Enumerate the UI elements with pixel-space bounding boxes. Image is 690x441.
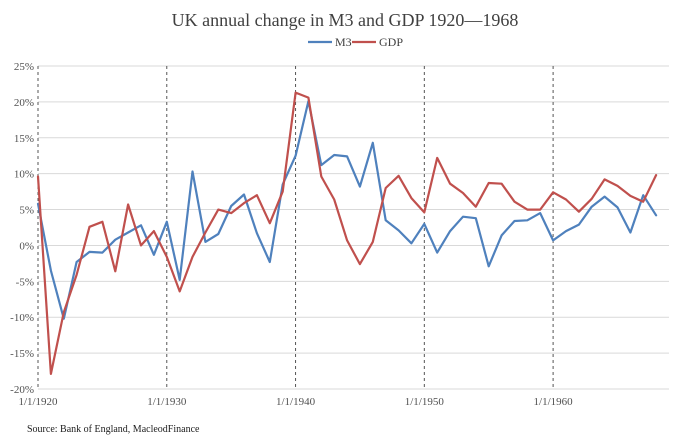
series-line-gdp: [36, 91, 658, 375]
y-tick-label: 15%: [14, 133, 34, 145]
x-axis-ticks: 1/1/1920 1/1/1930 1/1/1940 1/1/1950 1/1/1960: [18, 396, 573, 408]
x-tick-label: 1/1/1930: [147, 396, 187, 408]
y-tick-label: -20%: [10, 384, 34, 396]
series-lines: [36, 91, 658, 375]
chart-title: UK annual change in M3 and GDP 1920—1968: [172, 10, 519, 30]
y-tick-label: 25%: [14, 61, 34, 73]
y-tick-label: 10%: [14, 169, 34, 181]
x-tick-label: 1/1/1960: [534, 396, 574, 408]
legend: M3 GDP: [308, 35, 403, 49]
y-tick-label: 0%: [19, 240, 34, 252]
legend-label-m3: M3: [335, 35, 352, 49]
x-tick-label: 1/1/1950: [405, 396, 445, 408]
y-tick-label: 20%: [14, 97, 34, 109]
x-tick-label: 1/1/1920: [18, 396, 58, 408]
source-note: Source: Bank of England, MacleodFinance: [27, 424, 200, 435]
y-tick-label: -15%: [10, 348, 34, 360]
y-tick-label: 5%: [19, 205, 34, 217]
x-tick-label: 1/1/1940: [276, 396, 316, 408]
legend-label-gdp: GDP: [379, 35, 403, 49]
y-tick-label: -10%: [10, 312, 34, 324]
y-axis-ticks: -20% -15% -10% -5% 0% 5% 10% 15% 20% 25%: [10, 61, 34, 396]
y-tick-label: -5%: [16, 276, 34, 288]
vertical-markers: [37, 66, 554, 389]
series-line-m3: [36, 100, 658, 320]
